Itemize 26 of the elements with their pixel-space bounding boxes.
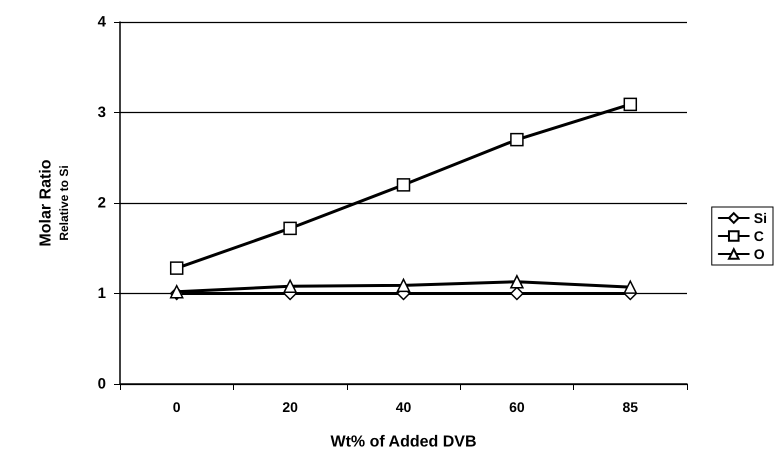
x-tick-label: 85	[622, 399, 638, 415]
point	[510, 274, 524, 288]
point	[624, 98, 638, 112]
point	[624, 280, 638, 294]
legend-label: Si	[754, 210, 768, 226]
point	[283, 222, 297, 236]
x-tick-label: 60	[509, 399, 525, 415]
point	[510, 132, 524, 146]
point	[510, 286, 524, 300]
y-tick-label: 4	[98, 14, 107, 30]
point	[170, 284, 184, 298]
x-tick-label: 20	[282, 399, 298, 415]
legend-label: C	[754, 228, 764, 244]
y-tick-label: 3	[98, 104, 106, 121]
x-axis-title: Wt% of Added DVB	[330, 434, 477, 450]
point	[283, 280, 297, 294]
legend-label: O	[754, 246, 765, 262]
point	[170, 261, 184, 275]
y-tick-label: 2	[98, 194, 106, 212]
y-tick-label: 0	[98, 376, 106, 392]
y-tick-label: 1	[98, 285, 106, 302]
point	[396, 278, 410, 292]
point	[396, 178, 410, 192]
x-tick-label: 0	[172, 399, 181, 415]
x-tick-label: 40	[396, 399, 412, 415]
y-axis-title: Molar Ratio Relative to Si	[38, 159, 71, 247]
